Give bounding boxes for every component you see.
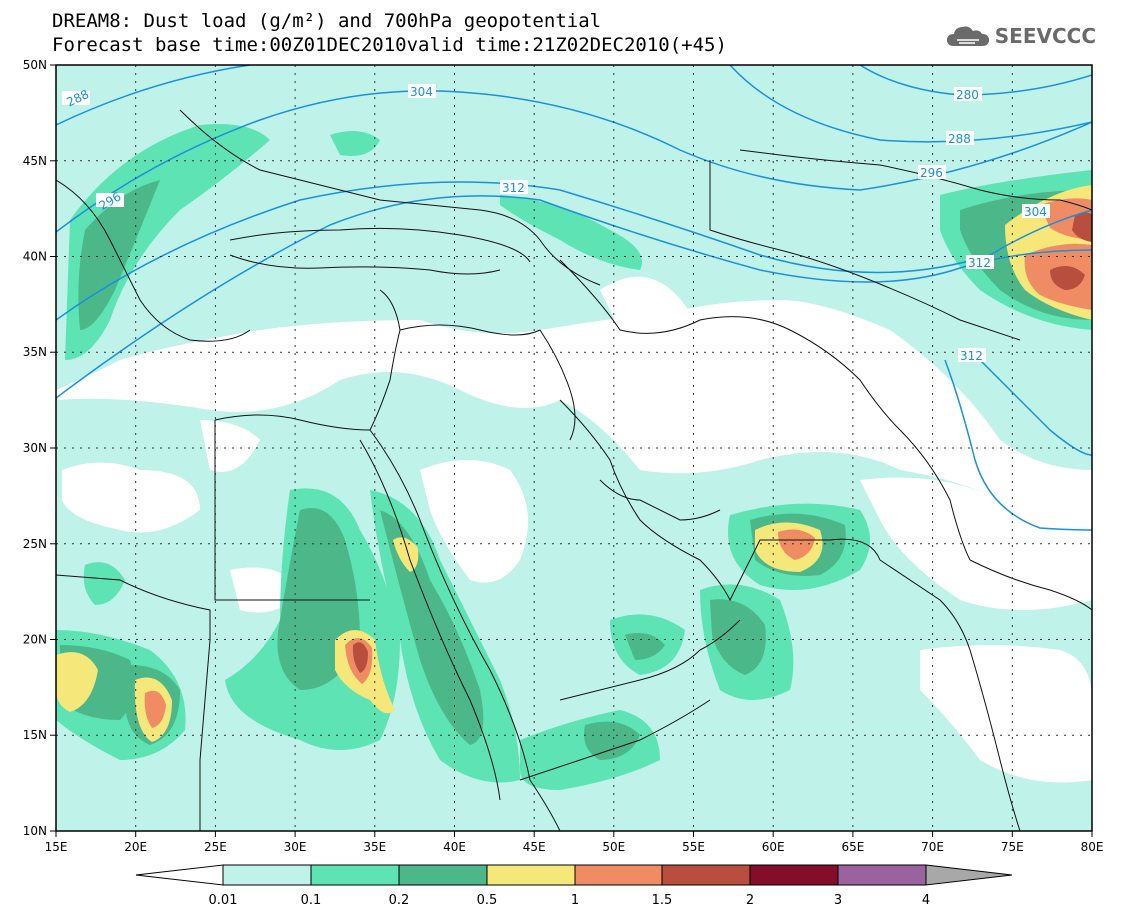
lon-tick-label: 30E	[284, 840, 307, 854]
map-title: DREAM8: Dust load (g/m²) and 700hPa geop…	[52, 10, 602, 32]
contour-label: 280	[956, 88, 979, 102]
colorbar-label: 0.5	[477, 893, 498, 908]
lon-tick-label: 65E	[841, 840, 864, 854]
colorbar-label: 4	[922, 893, 930, 908]
contour-label: 312	[502, 181, 525, 195]
contour-label: 312	[968, 256, 991, 270]
contour-label: 288	[948, 132, 971, 146]
colorbar-segment	[398, 864, 488, 886]
lon-tick-label: 60E	[762, 840, 785, 854]
colorbar: 0.01 0.1 0.2 0.5 1 1.5 2 3 4	[135, 864, 1013, 908]
colorbar-label: 1	[571, 893, 579, 908]
lat-tick-label: 15N	[23, 728, 47, 742]
colorbar-label: 0.01	[209, 893, 238, 908]
colorbar-labels: 0.01 0.1 0.2 0.5 1 1.5 2 3 4	[209, 893, 931, 908]
geopotential-contours	[56, 65, 1092, 531]
colorbar-segment	[574, 864, 663, 886]
colorbar-segment	[222, 864, 312, 886]
colorbar-segment	[310, 864, 400, 886]
colorbar-label: 0.2	[389, 893, 410, 908]
colorbar-label: 1.5	[652, 893, 673, 908]
coastlines-borders	[56, 109, 1092, 831]
lon-tick-label: 25E	[204, 840, 227, 854]
lon-tick-label: 40E	[443, 840, 466, 854]
contour-label: 304	[410, 85, 433, 99]
contour-label: 312	[960, 349, 983, 363]
colorbar-segment	[837, 864, 927, 886]
lon-tick-label: 70E	[921, 840, 944, 854]
contour-label-group: 288 304 280 288 296 296 312 304 312 312	[62, 84, 1050, 363]
lat-tick-label: 35N	[23, 345, 47, 359]
lon-tick-label: 35E	[363, 840, 386, 854]
lon-tick-label: 45E	[523, 840, 546, 854]
contour-label: 304	[1024, 205, 1047, 219]
map-subtitle: Forecast base time:00Z01DEC2010valid tim…	[52, 34, 727, 56]
lon-tick-label: 75E	[1001, 840, 1024, 854]
colorbar-segment	[486, 864, 576, 886]
cloud-icon	[946, 26, 989, 46]
longitude-labels: 15E 20E 25E 30E 35E 40E 45E 50E 55E 60E …	[45, 840, 1104, 854]
axis-ticks	[50, 64, 1093, 837]
lat-tick-label: 30N	[23, 441, 47, 455]
lon-tick-label: 50E	[602, 840, 625, 854]
colorbar-segment	[749, 864, 839, 886]
colorbar-label: 3	[834, 893, 842, 908]
lat-tick-label: 10N	[23, 824, 47, 838]
lon-tick-label: 15E	[45, 840, 68, 854]
contour-label: 296	[920, 166, 943, 180]
seevccc-logo: SEEVCCC	[945, 22, 1096, 50]
lat-tick-label: 20N	[23, 633, 47, 647]
colorbar-segments	[222, 864, 927, 886]
colorbar-label: 0.1	[301, 893, 322, 908]
logo-text: SEEVCCC	[994, 24, 1096, 48]
lat-tick-label: 40N	[23, 250, 47, 264]
latitude-labels: 10N 15N 20N 25N 30N 35N 40N 45N 50N	[23, 58, 47, 838]
colorbar-segment	[661, 864, 751, 886]
colorbar-low-arrow	[135, 864, 224, 886]
lon-tick-label: 80E	[1081, 840, 1104, 854]
dust-level-1-5	[352, 212, 1092, 673]
colorbar-high-arrow	[925, 864, 1013, 886]
lat-tick-label: 45N	[23, 154, 47, 168]
lon-tick-label: 20E	[124, 840, 147, 854]
dust-load-shading	[56, 65, 1092, 831]
lon-tick-label: 55E	[682, 840, 705, 854]
colorbar-label: 2	[746, 893, 754, 908]
lat-tick-label: 50N	[23, 58, 47, 72]
lat-tick-label: 25N	[23, 537, 47, 551]
